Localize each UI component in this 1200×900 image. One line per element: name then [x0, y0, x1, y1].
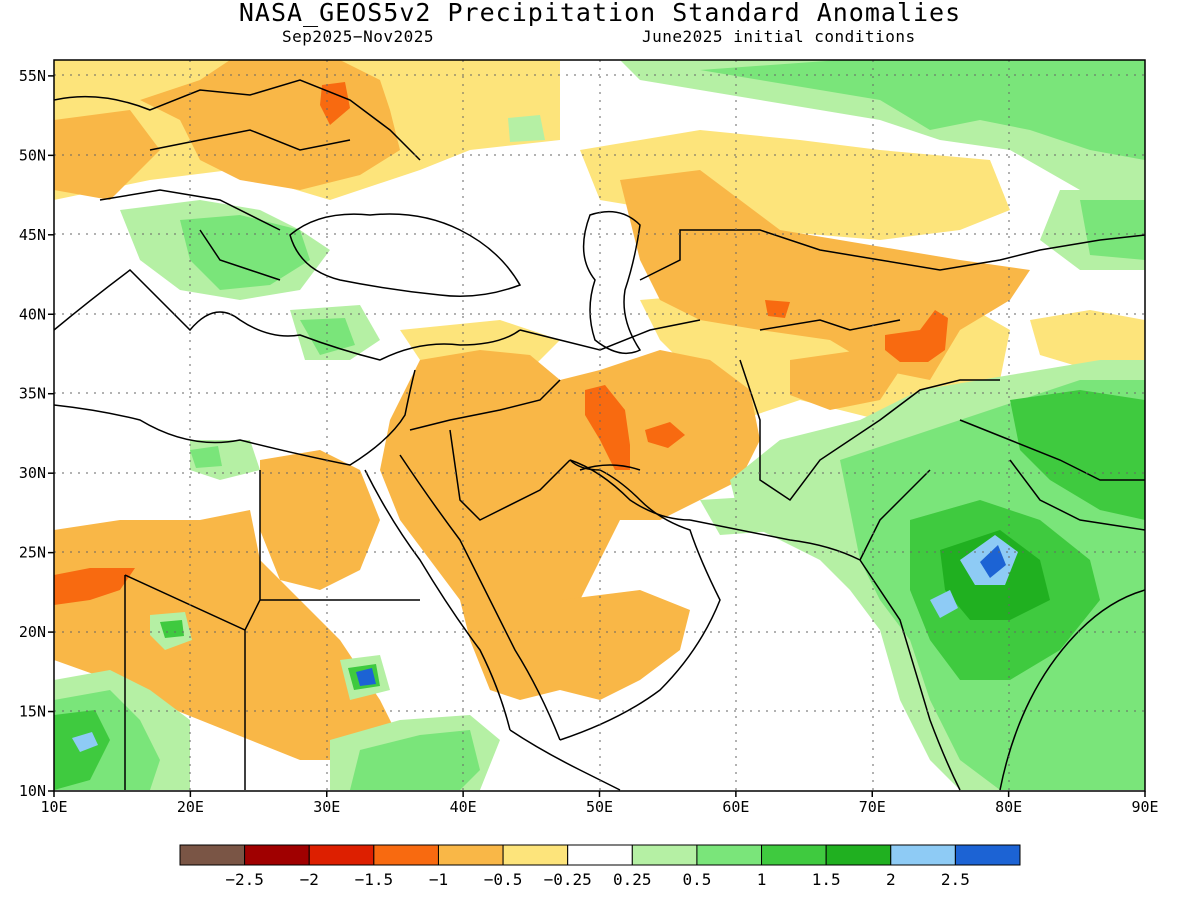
strong-dry-region — [585, 385, 630, 470]
europe-borders — [54, 79, 421, 281]
map-title: NASA_GEOS5v2 Precipitation Standard Anom… — [238, 0, 962, 27]
lon-tick-label: 10E — [40, 798, 67, 816]
colorbar-swatch — [696, 844, 763, 866]
south-asia-borders — [859, 419, 1145, 561]
light-wet-region — [508, 115, 545, 142]
lat-tick-label: 30N — [19, 464, 46, 482]
lon-tick-label: 50E — [586, 798, 613, 816]
lon-tick-label: 60E — [722, 798, 749, 816]
colorbar-swatch — [179, 844, 246, 866]
wet-region — [190, 446, 222, 468]
lat-tick-label: 15N — [19, 703, 46, 721]
dry-region — [54, 110, 160, 200]
lon-tick-label: 90E — [1131, 798, 1158, 816]
colorbar-swatch — [825, 844, 892, 866]
lon-tick-label: 30E — [313, 798, 340, 816]
iran-pakistan-coast — [689, 519, 861, 561]
blue-dark-region — [980, 545, 1006, 578]
dry-region — [260, 450, 380, 590]
red-sea-coast — [364, 454, 561, 741]
colorbar-swatch — [890, 844, 956, 866]
strong-dry-region — [645, 422, 685, 448]
strong-dry-region — [885, 310, 948, 362]
blue-light-region — [72, 732, 98, 752]
colorbar-label: −2 — [300, 870, 319, 889]
longitude-axis: 10E 20E 30E 40E 50E 60E 70E 80E 90E — [40, 791, 1159, 816]
lat-tick-label: 40N — [19, 305, 46, 323]
colorbar-swatch — [308, 844, 375, 866]
colorbar-swatch — [437, 844, 504, 866]
persian-gulf-coast — [569, 459, 691, 521]
wet-region — [1080, 200, 1145, 260]
colorbar-label: −1.5 — [355, 870, 394, 889]
lon-tick-label: 70E — [859, 798, 886, 816]
colorbar-swatch — [373, 844, 439, 866]
colorbar-swatch — [502, 844, 569, 866]
very-wet-region — [1010, 390, 1145, 520]
lat-tick-label: 10N — [19, 782, 46, 800]
blue-dark-region — [356, 668, 376, 686]
blue-light-region — [930, 590, 958, 618]
lat-tick-label: 55N — [19, 67, 46, 85]
colorbar-label: 2 — [886, 870, 896, 889]
forecast-period: Sep2025−Nov2025 — [282, 27, 434, 46]
lat-tick-label: 25N — [19, 544, 46, 562]
colorbar-swatch — [244, 844, 310, 866]
black-sea-coast — [289, 213, 522, 297]
strong-dry-region — [54, 568, 135, 605]
colorbar-swatch — [567, 844, 633, 866]
coastlines-and-borders — [54, 79, 1145, 791]
colorbar: −2.5 −2 −1.5 −1 −0.5 −0.25 0.25 0.5 1 1.5 2 2.5 — [179, 844, 1021, 889]
lon-tick-label: 20E — [177, 798, 204, 816]
mediterranean-north-coast — [54, 269, 521, 361]
dry-region — [560, 590, 690, 700]
wet-region — [180, 215, 310, 290]
lat-tick-label: 35N — [19, 385, 46, 403]
wet-region — [700, 60, 1145, 160]
colorbar-label: 0.25 — [613, 870, 652, 889]
lat-tick-label: 50N — [19, 146, 46, 164]
colorbar-label: 1.5 — [812, 870, 841, 889]
colorbar-label: 0.5 — [682, 870, 711, 889]
initial-conditions: June2025 initial conditions — [642, 27, 916, 46]
lon-tick-label: 80E — [995, 798, 1022, 816]
very-wet-region — [160, 620, 184, 638]
colorbar-label: −1 — [429, 870, 448, 889]
caspian-sea-coast — [582, 210, 642, 355]
india-west-coast — [859, 559, 961, 791]
colorbar-label: −0.25 — [544, 870, 592, 889]
arabian-peninsula-coast — [559, 459, 721, 741]
colorbar-swatch — [761, 844, 827, 866]
africa-borders — [124, 470, 420, 790]
colorbar-label: −0.5 — [484, 870, 523, 889]
wet-region — [300, 318, 355, 355]
wet-region — [350, 730, 480, 790]
horn-of-africa-coast — [509, 729, 621, 791]
colorbar-swatch — [631, 844, 698, 866]
north-africa-coast — [54, 369, 416, 466]
dry-region — [54, 510, 400, 760]
colorbar-label: 2.5 — [941, 870, 970, 889]
lat-tick-label: 45N — [19, 226, 46, 244]
anomaly-field — [54, 60, 1145, 790]
colorbar-swatch — [954, 844, 1021, 866]
map-grid — [54, 60, 1145, 791]
colorbar-label: 1 — [757, 870, 767, 889]
lon-tick-label: 40E — [450, 798, 477, 816]
light-wet-region — [700, 495, 790, 535]
india-east-coast — [999, 589, 1145, 791]
colorbar-label: −2.5 — [225, 870, 264, 889]
light-dry-region — [1030, 310, 1145, 370]
central-asia-borders — [639, 229, 1145, 502]
lat-tick-label: 20N — [19, 623, 46, 641]
latitude-axis: 10N 15N 20N 25N 30N 35N 40N 45N 50N 55N — [19, 67, 54, 800]
